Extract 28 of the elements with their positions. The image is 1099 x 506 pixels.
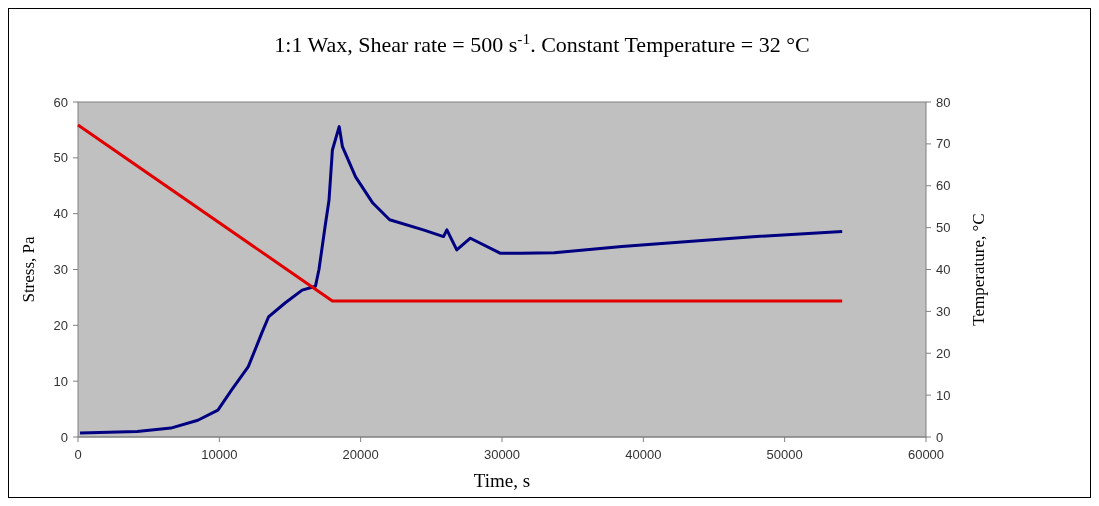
line-series (78, 125, 844, 435)
y2-tick-label: 60 (936, 178, 951, 194)
x-tick-label: 20000 (342, 447, 379, 462)
y-tick-label: 0 (60, 429, 68, 445)
x-tick-label: 50000 (766, 447, 803, 462)
y-tick-label: 10 (53, 373, 68, 389)
x-axis-title: Time, s (473, 470, 531, 491)
x-tick-label: 10000 (201, 447, 238, 462)
x-tick-label: 0 (74, 447, 82, 462)
y-tick-label: 50 (53, 150, 68, 166)
y2-tick-label: 30 (936, 303, 951, 319)
y2-tick-label: 0 (936, 429, 944, 445)
y-tick-label: 40 (53, 206, 68, 222)
y2-tick-label: 50 (936, 220, 951, 236)
y-tick-label: 30 (53, 262, 68, 278)
y-tick-label: 20 (53, 317, 68, 333)
y2-tick-label: 70 (936, 136, 951, 152)
y2-tick-label: 10 (936, 387, 951, 403)
y2-tick-label: 20 (936, 345, 951, 361)
y2-tick-label: 80 (936, 94, 951, 110)
y2-tick-label: 40 (936, 262, 951, 278)
y2-axis-title: Temperature, °C (969, 213, 988, 326)
y-axis-title: Stress, Pa (19, 235, 38, 303)
x-tick-label: 60000 (907, 447, 945, 462)
x-tick-label: 40000 (625, 447, 662, 462)
x-tick-label: 30000 (483, 447, 521, 462)
y-tick-label: 60 (53, 94, 68, 110)
chart-title: 1:1 Wax, Shear rate = 500 s$^{-1}$. Constant Temperature = 32 °C (274, 29, 810, 57)
